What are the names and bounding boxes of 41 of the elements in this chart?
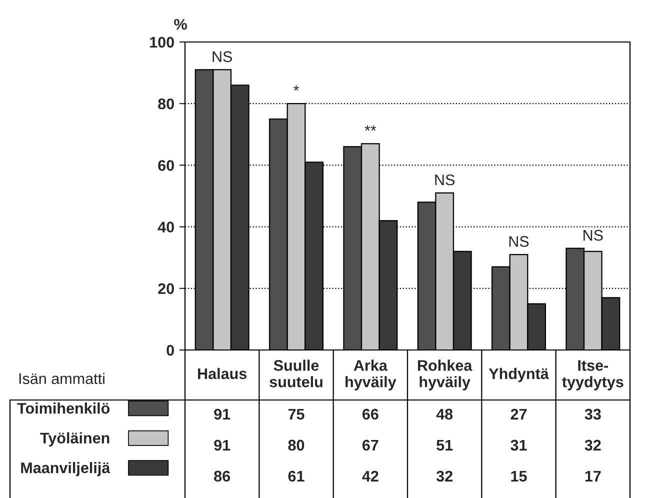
annotation: NS [584, 230, 603, 241]
data-label: 61 [288, 470, 304, 482]
y-tick-label: 20 [158, 283, 174, 294]
y-tick-label: 80 [158, 98, 174, 110]
data-label: 33 [584, 408, 601, 420]
x-tick-label: Arka hyväily [346, 360, 396, 390]
annotation: ** [364, 125, 376, 131]
legend-title: Isän ammatti [19, 372, 104, 384]
data-label: 91 [214, 408, 230, 420]
y-tick-label: 60 [158, 160, 174, 171]
data-label: 15 [511, 470, 527, 482]
data-label: 75 [288, 408, 304, 420]
legend-label: Maanviljelijä [21, 462, 110, 476]
data-label: 32 [436, 470, 452, 482]
data-label: 32 [584, 440, 601, 451]
annotation: * [294, 85, 299, 91]
annotation: NS [435, 174, 454, 186]
legend-label: Toimihenkilö [17, 402, 110, 414]
data-label: 67 [362, 440, 378, 451]
y-tick-label: 40 [158, 222, 174, 232]
data-label: 48 [436, 408, 453, 420]
data-label: 66 [362, 408, 378, 420]
data-label: 80 [288, 440, 304, 451]
y-tick-label: 100 [150, 36, 174, 48]
legend-label: Työläinen [40, 432, 110, 447]
x-tick-label: Halaus [198, 368, 247, 380]
y-tick-label: 0 [166, 344, 174, 356]
data-label: 17 [585, 470, 601, 482]
x-tick-label: Rohkea hyväily [418, 360, 472, 390]
x-tick-label: Suulle suutelu [270, 360, 322, 388]
data-label: 51 [436, 440, 453, 451]
data-label: 42 [362, 470, 378, 482]
data-label: 27 [510, 408, 527, 420]
annotation: NS [509, 236, 529, 247]
annotation: NS [212, 51, 232, 62]
x-tick-label: Yhdyntä [488, 368, 549, 382]
data-label: 31 [510, 440, 527, 451]
y-axis-title: % [174, 18, 187, 30]
data-label: 86 [214, 470, 230, 482]
data-label: 91 [214, 440, 230, 451]
x-tick-label: Itse- tyydytys [562, 360, 624, 390]
